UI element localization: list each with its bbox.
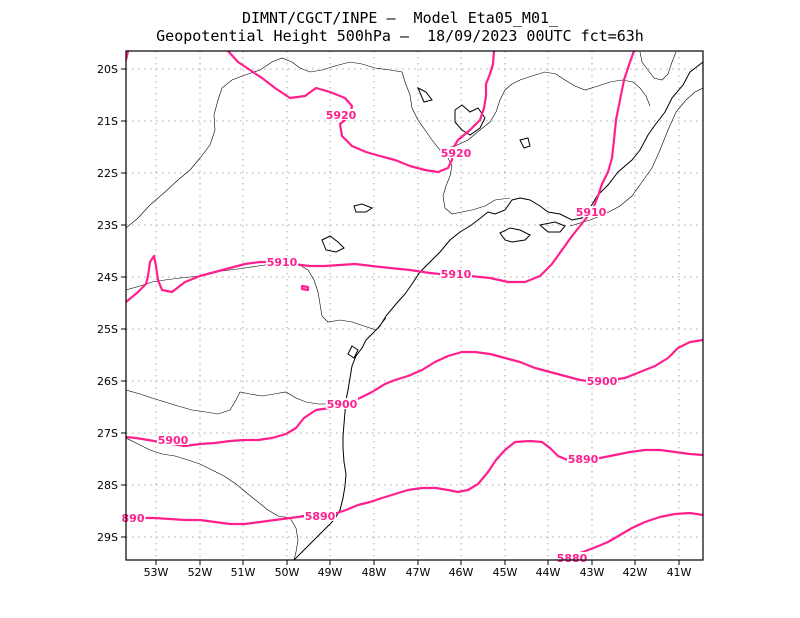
lon-tick-label: 41W bbox=[667, 566, 692, 579]
political-border bbox=[289, 517, 299, 560]
political-border bbox=[439, 71, 651, 151]
lat-tick-label: 20S bbox=[97, 63, 118, 76]
contour-label-halo bbox=[120, 512, 146, 523]
coastline bbox=[499, 227, 531, 243]
coastline bbox=[519, 137, 531, 149]
lat-tick-label: 25S bbox=[97, 323, 118, 336]
lat-tick-label: 22S bbox=[97, 167, 118, 180]
contour-label-halo bbox=[157, 434, 189, 445]
contour-5910 bbox=[300, 284, 310, 292]
lon-tick-label: 49W bbox=[318, 566, 343, 579]
coastline bbox=[321, 235, 345, 253]
coastline bbox=[353, 203, 374, 213]
lon-tick-label: 46W bbox=[449, 566, 474, 579]
map-frame bbox=[125, 50, 704, 561]
lat-tick-label: 28S bbox=[97, 479, 118, 492]
lon-tick-label: 44W bbox=[536, 566, 561, 579]
political-border bbox=[126, 437, 311, 519]
lat-tick-label: 26S bbox=[97, 375, 118, 388]
lon-tick-label: 53W bbox=[144, 566, 169, 579]
graticule bbox=[126, 51, 703, 560]
lat-tick-label: 23S bbox=[97, 219, 118, 232]
lat-tick-label: 29S bbox=[97, 531, 118, 544]
contour-5900 bbox=[126, 338, 703, 448]
lon-tick-label: 50W bbox=[275, 566, 300, 579]
coastline bbox=[454, 104, 486, 136]
axis-ticks: 53W 52W 51W 50W 49W 48W 47W 46W 45W 44W 43W 42W 41W 2… bbox=[97, 63, 692, 579]
contour-label-890: 890 bbox=[122, 512, 145, 525]
coastline bbox=[417, 86, 433, 103]
contour-label-5900: 5900 bbox=[327, 398, 358, 411]
contour-labels: 5920 5920 5910 5910 5910 5900 5900 5900 5890 5890… bbox=[120, 109, 618, 565]
contour-label-halo bbox=[556, 552, 588, 563]
political-border bbox=[126, 57, 511, 229]
contour-label-5900: 5900 bbox=[158, 434, 189, 447]
contour-label-halo bbox=[567, 453, 599, 464]
contour-label-halo bbox=[325, 109, 357, 120]
contour-label-5890: 5890 bbox=[305, 510, 336, 523]
lon-tick-label: 51W bbox=[231, 566, 256, 579]
political-border bbox=[639, 51, 677, 81]
contour-label-halo bbox=[586, 375, 618, 386]
map-subtitle: Geopotential Height 500hPa – 18/09/2023 … bbox=[156, 27, 644, 45]
lon-tick-label: 42W bbox=[623, 566, 648, 579]
contour-label-halo bbox=[326, 398, 358, 409]
map-title: DIMNT/CGCT/INPE – Model Eta05_M01_ bbox=[241, 9, 559, 27]
contour-label-5910: 5910 bbox=[267, 256, 298, 269]
coastline bbox=[538, 221, 566, 233]
contour-label-5880: 5880 bbox=[557, 552, 588, 565]
coastline bbox=[293, 61, 703, 560]
contour-label-halo bbox=[440, 268, 472, 279]
lon-tick-label: 48W bbox=[362, 566, 387, 579]
lon-tick-label: 52W bbox=[188, 566, 213, 579]
political-border bbox=[126, 389, 351, 415]
lon-tick-label: 43W bbox=[580, 566, 605, 579]
contour-label-5890: 5890 bbox=[568, 453, 599, 466]
contour-layer bbox=[126, 51, 703, 560]
contour-5890 bbox=[126, 439, 703, 526]
contour-5920 bbox=[226, 51, 496, 174]
lat-tick-label: 21S bbox=[97, 115, 118, 128]
lat-tick-label: 24S bbox=[97, 271, 118, 284]
lon-tick-label: 45W bbox=[493, 566, 518, 579]
contour-label-5900: 5900 bbox=[587, 375, 618, 388]
contour-label-5920: 5920 bbox=[441, 147, 472, 160]
contour-label-halo bbox=[440, 147, 472, 158]
contour-label-5920: 5920 bbox=[326, 109, 357, 122]
political-border bbox=[126, 261, 387, 331]
lat-tick-label: 27S bbox=[97, 427, 118, 440]
contour-5910 bbox=[126, 51, 636, 304]
contour-label-halo bbox=[266, 256, 298, 267]
contour-label-halo bbox=[575, 206, 607, 217]
coastline bbox=[347, 345, 359, 359]
contour-label-5910: 5910 bbox=[576, 206, 607, 219]
lon-tick-label: 47W bbox=[406, 566, 431, 579]
contour-label-halo bbox=[304, 510, 336, 521]
contour-label-5910: 5910 bbox=[441, 268, 472, 281]
